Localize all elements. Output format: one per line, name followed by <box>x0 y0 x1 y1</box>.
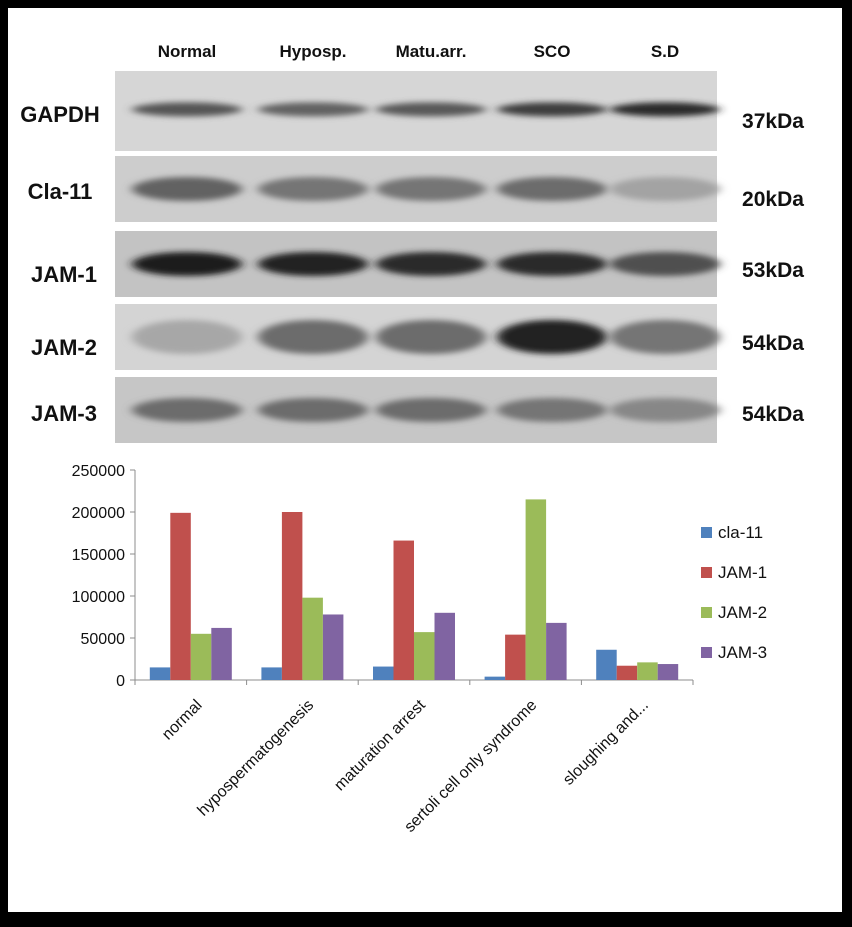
band-jam-2-normal <box>132 320 242 354</box>
band-cla-11-sco <box>497 177 607 201</box>
band-jam-3-s-d <box>610 398 720 422</box>
band-cla-11-hyposp <box>258 177 368 201</box>
category-label-hypospermatogenesis: hypospermatogenesis <box>195 697 318 820</box>
band-cla-11-normal <box>132 177 242 201</box>
legend-swatch <box>701 607 712 618</box>
band-jam-3-matu-arr <box>376 398 486 422</box>
y-tick-label: 250000 <box>72 463 125 480</box>
lane-label-sco: SCO <box>534 42 571 61</box>
bar-cla-11-sloughing-and <box>596 649 617 680</box>
bar-jam-3-maturation-arrest <box>434 612 455 680</box>
row-label-jam-3: JAM-3 <box>31 401 97 426</box>
blot-strip-jam-2: JAM-2 54kDa <box>31 304 804 370</box>
category-label-sertoli-cell-only-syndrome: sertoli cell only syndrome <box>401 697 540 836</box>
legend-item-jam-2: JAM-2 <box>701 603 767 622</box>
band-jam-2-matu-arr <box>376 320 486 354</box>
bar-jam-1-sertoli-cell-only-syndrome <box>505 634 526 680</box>
band-gapdh-normal <box>132 102 242 117</box>
band-gapdh-matu-arr <box>376 102 486 117</box>
band-cla-11-s-d <box>610 177 720 201</box>
row-label-gapdh: GAPDH <box>20 102 99 127</box>
kda-label-jam-1: 53kDa <box>742 259 804 282</box>
y-tick-label: 200000 <box>72 505 125 522</box>
bar-cla-11-hypospermatogenesis <box>261 667 282 680</box>
band-gapdh-s-d <box>610 102 720 117</box>
bar-jam-1-normal <box>170 512 191 680</box>
legend-label: JAM-1 <box>718 563 767 582</box>
bar-cla-11-normal <box>149 667 171 680</box>
western-blot: Normal Hyposp. Matu.arr. SCO S.D GAPDH 37kDa C… <box>20 42 804 443</box>
blot-strip-jam-1: JAM-1 53kDa <box>31 231 804 297</box>
kda-label-jam-2: 54kDa <box>742 332 804 355</box>
bar-jam-1-hypospermatogenesis <box>281 512 303 680</box>
kda-label-gapdh: 37kDa <box>742 110 804 133</box>
band-jam-2-s-d <box>610 320 720 354</box>
bar-jam-1-maturation-arrest <box>393 540 414 680</box>
bar-jam-2-sertoli-cell-only-syndrome <box>525 499 547 680</box>
legend-item-cla-11: cla-11 <box>701 523 763 542</box>
y-tick-label: 100000 <box>72 589 125 606</box>
bar-jam-3-sertoli-cell-only-syndrome <box>546 622 567 680</box>
lane-label-normal: Normal <box>158 42 217 61</box>
lane-label-s-d: S.D <box>651 42 679 61</box>
bar-jam-3-normal <box>211 627 232 680</box>
band-gapdh-sco <box>497 102 607 117</box>
y-tick-label: 0 <box>116 673 125 690</box>
legend-item-jam-1: JAM-1 <box>701 563 767 582</box>
band-jam-1-hyposp <box>258 252 368 276</box>
band-jam-3-hyposp <box>258 398 368 422</box>
category-label-sloughing-and: sloughing and... <box>560 697 652 789</box>
bar-jam-3-hypospermatogenesis <box>322 614 344 680</box>
band-jam-1-matu-arr <box>376 252 486 276</box>
legend-label: JAM-2 <box>718 603 767 622</box>
bar-jam-2-sloughing-and <box>637 662 658 680</box>
blot-strip-cla-11: Cla-11 20kDa <box>28 156 804 222</box>
bar-jam-1-sloughing-and <box>616 665 638 680</box>
lane-label-hyposp: Hyposp. <box>279 42 346 61</box>
row-label-jam-1: JAM-1 <box>31 262 97 287</box>
band-gapdh-hyposp <box>258 102 368 117</box>
kda-label-cla-11: 20kDa <box>742 188 804 211</box>
blot-strip-jam-3: JAM-3 54kDa <box>31 377 804 443</box>
bar-cla-11-sertoli-cell-only-syndrome <box>484 676 506 680</box>
category-label-maturation-arrest: maturation arrest <box>331 696 429 794</box>
y-tick-label: 150000 <box>72 547 125 564</box>
band-jam-2-sco <box>497 320 607 354</box>
legend-swatch <box>701 647 712 658</box>
band-jam-1-s-d <box>610 252 720 276</box>
row-label-jam-2: JAM-2 <box>31 335 97 360</box>
legend-swatch <box>701 567 712 578</box>
category-label-normal: normal <box>159 697 206 744</box>
bar-jam-2-hypospermatogenesis <box>302 597 323 680</box>
band-jam-1-sco <box>497 252 607 276</box>
kda-label-jam-3: 54kDa <box>742 403 804 426</box>
band-jam-1-normal <box>132 252 242 276</box>
band-jam-3-sco <box>497 398 607 422</box>
row-label-cla-11: Cla-11 <box>28 179 93 204</box>
bar-jam-3-sloughing-and <box>657 664 679 680</box>
blot-strip-gapdh: GAPDH 37kDa <box>20 71 804 151</box>
y-tick-label: 50000 <box>81 631 126 648</box>
legend-item-jam-3: JAM-3 <box>701 643 767 662</box>
band-cla-11-matu-arr <box>376 177 486 201</box>
band-jam-2-hyposp <box>258 320 368 354</box>
legend-swatch <box>701 527 712 538</box>
bar-cla-11-maturation-arrest <box>373 666 394 680</box>
band-jam-3-normal <box>132 398 242 422</box>
legend-label: JAM-3 <box>718 643 767 662</box>
bar-jam-2-normal <box>190 633 212 680</box>
legend-label: cla-11 <box>718 523 763 542</box>
bar-jam-2-maturation-arrest <box>414 632 435 680</box>
lane-label-matu-arr: Matu.arr. <box>396 42 467 61</box>
